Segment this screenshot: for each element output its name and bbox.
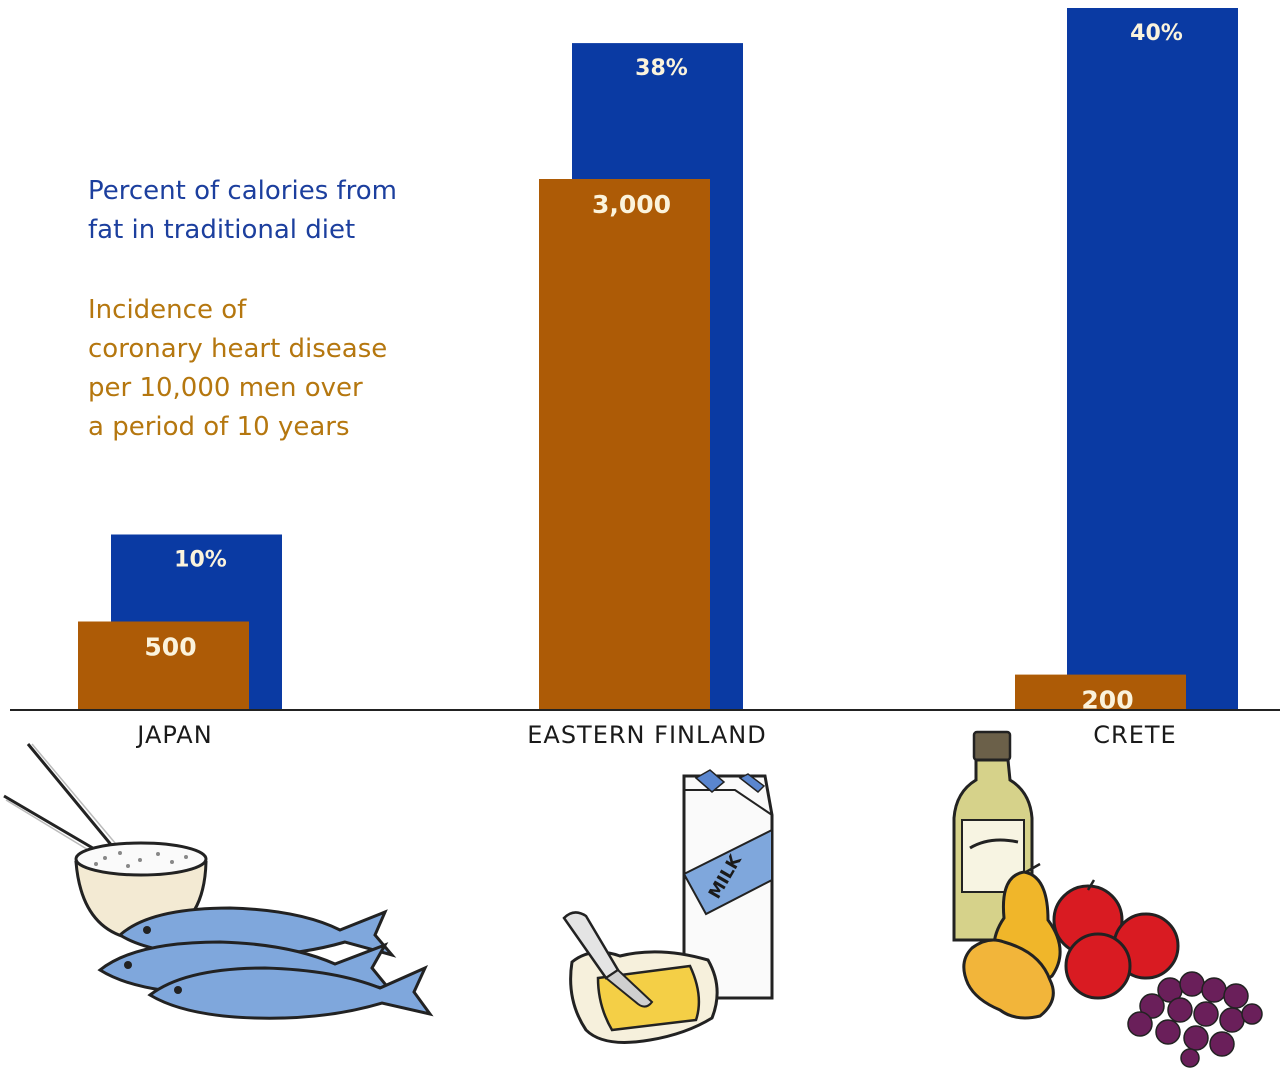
category-label-japan: JAPAN (135, 721, 212, 749)
fat-bar-crete (1067, 8, 1238, 710)
japan-food-illustration (3, 743, 434, 1020)
crete-food-illustration (952, 730, 1263, 1068)
category-label-eastern-finland: EASTERN FINLAND (527, 721, 767, 749)
fat-value-label-eastern-finland: 38% (635, 56, 688, 81)
legend-heart-disease: Incidence of coronary heart disease per … (88, 295, 388, 442)
chd-value-label-japan: 500 (144, 633, 196, 662)
legend-fat-calories: Percent of calories from fat in traditio… (88, 176, 398, 245)
chd-bar-japan (78, 621, 249, 710)
chd-bar-crete (1015, 674, 1186, 710)
apple-icon (1052, 879, 1180, 1000)
grapes-icon (1127, 971, 1263, 1068)
chd-bar-eastern-finland (539, 179, 710, 710)
fish-icon (97, 906, 434, 1020)
category-label-crete: CRETE (1093, 721, 1176, 749)
finland-food-illustration: MILK (562, 769, 774, 1044)
fat-value-label-japan: 10% (174, 548, 227, 573)
category-labels: JAPAN EASTERN FINLAND CRETE (135, 721, 1176, 749)
pear-icon (962, 862, 1062, 1020)
fat-value-label-crete: 40% (1130, 21, 1183, 46)
milk-carton-icon: MILK (682, 769, 774, 1000)
knife-icon (562, 911, 654, 1008)
chd-value-label-eastern-finland: 3,000 (592, 190, 671, 219)
